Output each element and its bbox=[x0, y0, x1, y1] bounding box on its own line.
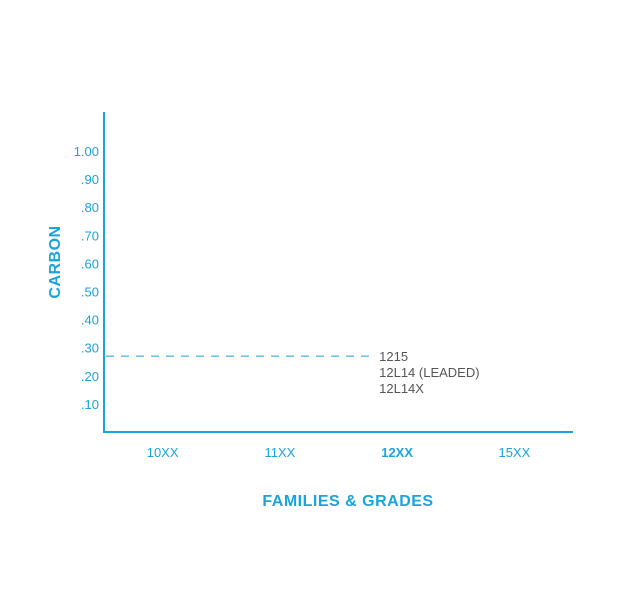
y-tick-label: .50 bbox=[81, 285, 99, 300]
y-tick-label: .10 bbox=[81, 397, 99, 412]
y-tick-label: .30 bbox=[81, 341, 99, 356]
x-tick-label: 12XX bbox=[381, 445, 413, 460]
x-axis-tick-labels: 10XX 11XX 12XX 15XX bbox=[147, 445, 531, 460]
x-tick-label: 10XX bbox=[147, 445, 179, 460]
y-tick-label: .80 bbox=[81, 200, 99, 215]
annotation-grade-label: 1215 bbox=[379, 349, 408, 364]
y-tick-label: .40 bbox=[81, 313, 99, 328]
y-tick-label: .70 bbox=[81, 228, 99, 243]
y-axis-title: CARBON bbox=[47, 225, 64, 298]
y-tick-label: 1.00 bbox=[74, 144, 99, 159]
y-axis-tick-labels: 1.00 .90 .80 .70 .60 .50 .40 .30 .20 .10 bbox=[74, 144, 99, 412]
x-tick-label: 15XX bbox=[498, 445, 530, 460]
annotation-grade-label: 12L14X bbox=[379, 381, 424, 396]
x-axis-title: FAMILIES & GRADES bbox=[262, 493, 433, 510]
y-tick-label: .20 bbox=[81, 369, 99, 384]
annotation-grade-label: 12L14 (LEADED) bbox=[379, 365, 479, 380]
x-tick-label: 11XX bbox=[264, 445, 295, 460]
y-tick-label: .60 bbox=[81, 256, 99, 271]
y-tick-label: .90 bbox=[81, 172, 99, 187]
